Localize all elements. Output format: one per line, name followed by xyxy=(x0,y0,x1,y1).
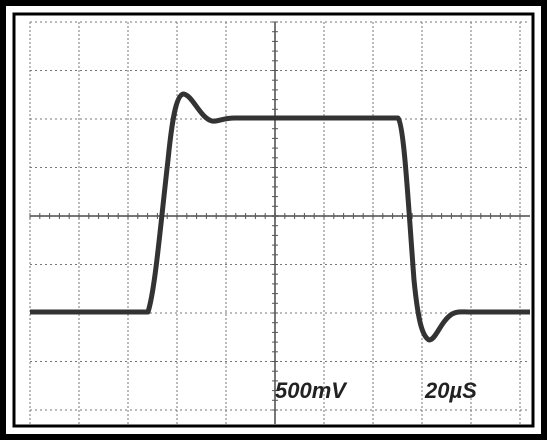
outer-frame xyxy=(3,3,544,437)
time-per-div: 20µS xyxy=(424,378,477,403)
page: 500mV 20µS (() => { const data = JSON.pa… xyxy=(0,0,547,440)
scope-screen: 500mV 20µS xyxy=(0,0,547,440)
volts-per-div: 500mV xyxy=(275,378,348,403)
